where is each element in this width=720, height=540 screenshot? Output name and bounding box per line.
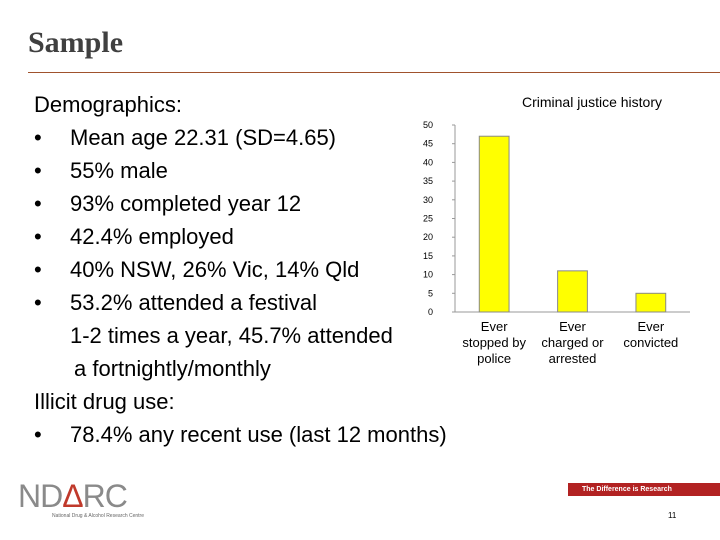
y-tick-label: 40 <box>423 157 433 167</box>
chart-bars <box>478 135 667 313</box>
bullet-continuation: a fortnightly/monthly <box>34 352 484 385</box>
bullet-text: 55% male <box>70 158 168 183</box>
bullet-marker: • <box>34 191 42 216</box>
bullet-item: • 78.4% any recent use (last 12 months) <box>34 418 484 451</box>
bullet-item: • 53.2% attended a festival <box>34 286 484 319</box>
bullet-text: Mean age 22.31 (SD=4.65) <box>70 125 337 150</box>
chart-bar <box>478 135 510 313</box>
logo-wordmark: NDΔRC <box>18 478 144 515</box>
bullet-text: 93% completed year 12 <box>70 191 302 216</box>
x-tick-label: charged or <box>541 335 604 350</box>
bullet-marker: • <box>34 257 42 282</box>
continuation-text: 1-2 times a year, 45.7% attended <box>70 323 393 348</box>
y-tick-label: 50 <box>423 120 433 130</box>
bullet-text: 40% NSW, 26% Vic, 14% Qld <box>70 257 360 282</box>
bullet-item: • 93% completed year 12 <box>34 187 484 220</box>
x-tick-label: Ever <box>637 319 664 334</box>
tagline-bar: The Difference is Research <box>568 483 720 496</box>
bullet-item: • 55% male <box>34 154 484 187</box>
x-tick-label: arrested <box>549 351 597 366</box>
logo-subtitle: National Drug & Alcohol Research Centre <box>52 513 144 519</box>
x-tick-label: stopped by <box>462 335 526 350</box>
x-tick-label: Ever <box>481 319 508 334</box>
page-number: 11 <box>668 511 677 520</box>
y-tick-label: 10 <box>423 270 433 280</box>
chart-y-ticks: 0 5 10 15 20 25 30 35 40 45 50 <box>423 120 455 317</box>
bullet-marker: • <box>34 422 42 447</box>
slide-title: Sample <box>28 26 124 59</box>
logo-text-pre: ND <box>18 478 63 514</box>
y-tick-label: 20 <box>423 232 433 242</box>
bullet-text: 53.2% attended a festival <box>70 290 318 315</box>
demographics-heading: Demographics: <box>34 92 182 117</box>
y-tick-label: 25 <box>423 214 433 224</box>
x-tick-label: police <box>477 351 511 366</box>
logo-text-a: Δ <box>62 478 83 514</box>
y-tick-label: 35 <box>423 176 433 186</box>
bullet-text: 42.4% employed <box>70 224 234 249</box>
y-tick-label: 0 <box>428 307 433 317</box>
continuation-text: a fortnightly/monthly <box>74 356 271 381</box>
bullet-item: • 40% NSW, 26% Vic, 14% Qld <box>34 253 484 286</box>
bullet-item: • Mean age 22.31 (SD=4.65) <box>34 121 484 154</box>
y-tick-label: 30 <box>423 195 433 205</box>
bullet-marker: • <box>34 224 42 249</box>
y-tick-label: 5 <box>428 288 433 298</box>
title-divider <box>28 72 720 73</box>
drug-use-heading: Illicit drug use: <box>34 389 175 414</box>
chart-bar <box>635 292 667 313</box>
bullet-item: • 42.4% employed <box>34 220 484 253</box>
chart-bar <box>557 270 588 313</box>
bullet-continuation: 1-2 times a year, 45.7% attended <box>34 319 484 352</box>
y-tick-label: 15 <box>423 251 433 261</box>
bullet-marker: • <box>34 290 42 315</box>
logo-text-post: RC <box>82 478 128 514</box>
bullet-marker: • <box>34 125 42 150</box>
ndarc-logo: NDΔRC National Drug & Alcohol Research C… <box>18 478 144 519</box>
tagline-text: The Difference is Research <box>582 486 672 493</box>
x-tick-label: convicted <box>623 335 678 350</box>
y-tick-label: 45 <box>423 139 433 149</box>
bullet-text: 78.4% any recent use (last 12 months) <box>70 422 447 447</box>
x-tick-label: Ever <box>559 319 586 334</box>
slide-body: Demographics: • Mean age 22.31 (SD=4.65)… <box>34 88 484 451</box>
criminal-justice-chart: Criminal justice history 0 5 10 15 20 25 30 35 4… <box>423 94 690 366</box>
chart-title: Criminal justice history <box>522 94 662 110</box>
bullet-marker: • <box>34 158 42 183</box>
